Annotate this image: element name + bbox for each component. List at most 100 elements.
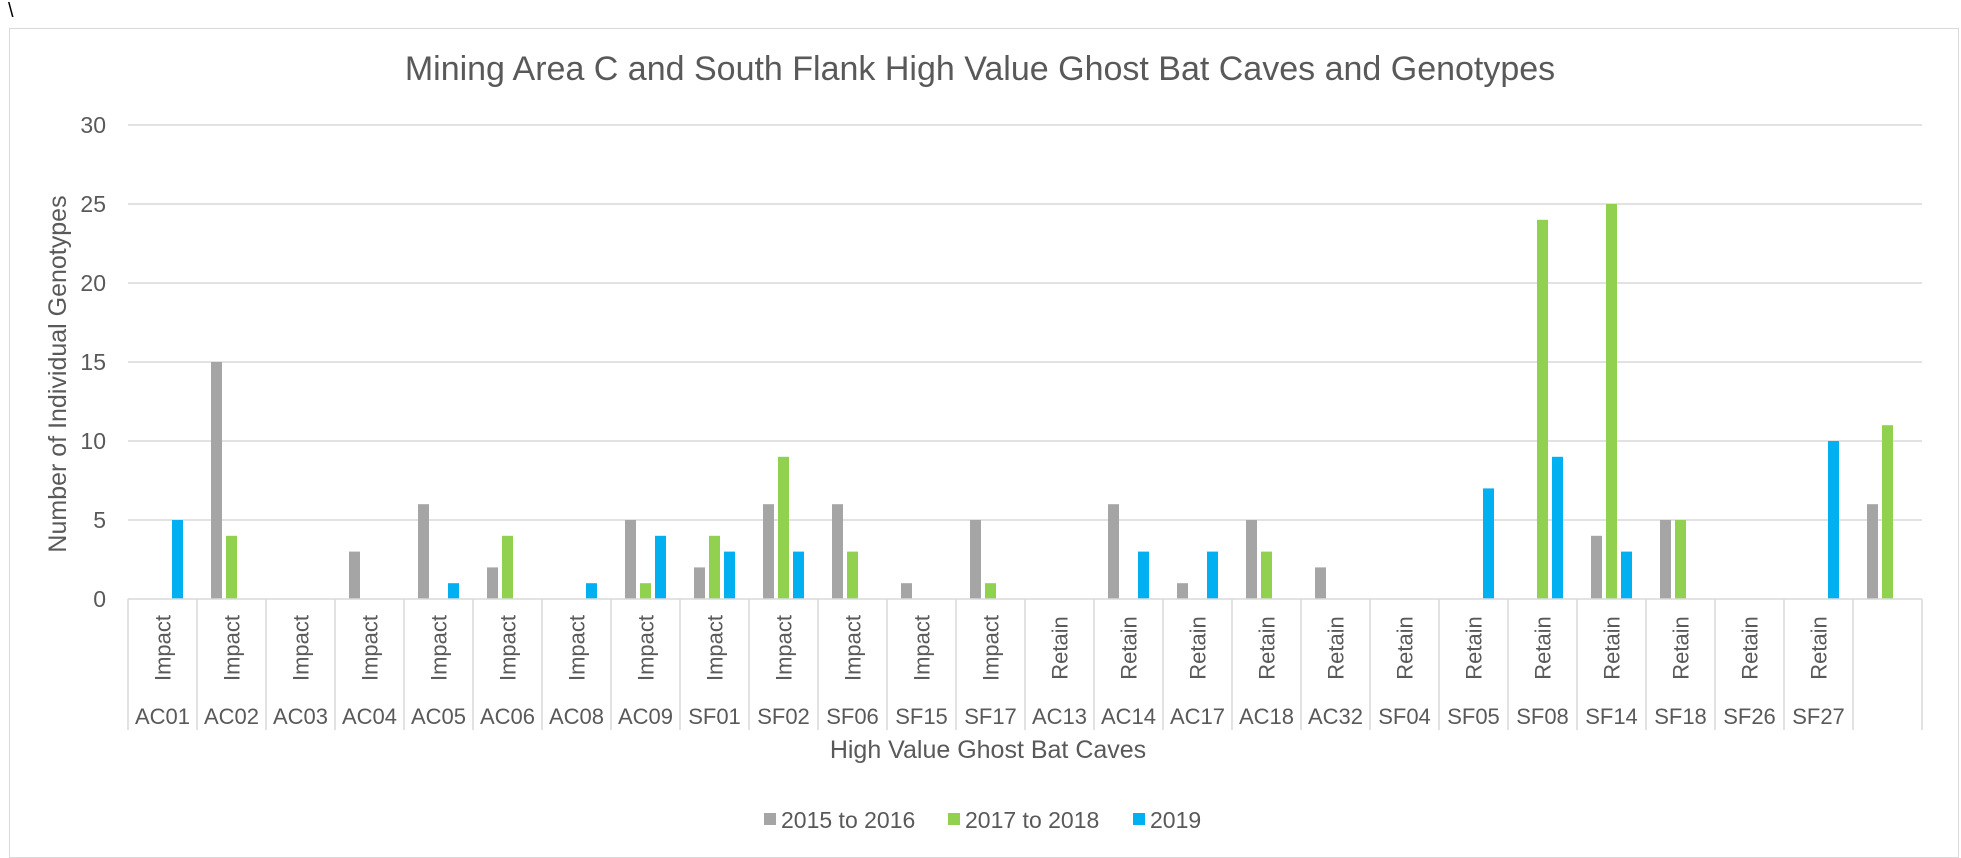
bar [1591, 535, 1602, 599]
group-label: Impact [289, 615, 314, 681]
y-tick-label: 10 [80, 428, 106, 454]
group-label: Impact [496, 615, 521, 681]
bar [211, 362, 222, 599]
group-label: Retain [1807, 616, 1832, 680]
bar [1552, 456, 1563, 599]
bar [1483, 488, 1494, 599]
group-label: Retain [1600, 616, 1625, 680]
gridlines [128, 124, 1922, 521]
group-label: Impact [151, 615, 176, 681]
bar [724, 551, 735, 599]
bar [487, 567, 498, 599]
bar [1108, 504, 1119, 599]
bar [709, 535, 720, 599]
group-label: Retain [1117, 616, 1142, 680]
bar [1207, 551, 1218, 599]
cave-label: SF18 [1654, 704, 1707, 729]
bar [640, 583, 651, 599]
bar [418, 504, 429, 599]
legend-label: 2019 [1150, 807, 1201, 833]
bar [1606, 204, 1617, 599]
bar [1246, 520, 1257, 599]
cave-label: SF14 [1585, 704, 1638, 729]
bar [1621, 551, 1632, 599]
group-label: Retain [1531, 616, 1556, 680]
group-label: Impact [358, 615, 383, 681]
stray-backslash-mark: \ [8, 0, 14, 22]
bar [226, 535, 237, 599]
cave-label: SF06 [826, 704, 879, 729]
group-label: Impact [841, 615, 866, 681]
legend-swatch [764, 813, 776, 825]
cave-label: AC17 [1170, 704, 1225, 729]
cave-label: AC02 [204, 704, 259, 729]
bar [1675, 520, 1686, 599]
group-label: Retain [1255, 616, 1280, 680]
bar [1315, 567, 1326, 599]
group-label: Impact [979, 615, 1004, 681]
legend: 2015 to 2016 2017 to 2018 2019 [764, 807, 1201, 833]
cave-label: AC05 [411, 704, 466, 729]
legend-swatch [948, 813, 960, 825]
legend-swatch [1133, 813, 1145, 825]
group-label: Impact [703, 615, 728, 681]
bar [847, 551, 858, 599]
cave-label: SF02 [757, 704, 810, 729]
group-label: Retain [1738, 616, 1763, 680]
group-label: Impact [427, 615, 452, 681]
group-label: Retain [1324, 616, 1349, 680]
bar [694, 567, 705, 599]
group-label: Retain [1669, 616, 1694, 680]
bar [1867, 504, 1878, 599]
y-tick-label: 5 [93, 507, 106, 533]
group-label: Retain [1186, 616, 1211, 680]
bar [172, 520, 183, 599]
legend-label: 2015 to 2016 [781, 807, 915, 833]
cave-label: SF05 [1447, 704, 1500, 729]
cave-label: SF08 [1516, 704, 1569, 729]
bar [502, 535, 513, 599]
bar [625, 520, 636, 599]
group-label: Retain [1462, 616, 1487, 680]
bar [1537, 219, 1548, 600]
cave-label: AC09 [618, 704, 673, 729]
cave-label: AC08 [549, 704, 604, 729]
cave-label: AC01 [135, 704, 190, 729]
y-tick-label: 0 [93, 586, 106, 612]
bar [1177, 583, 1188, 599]
cave-label: SF27 [1792, 704, 1845, 729]
cave-label: AC03 [273, 704, 328, 729]
bar [586, 583, 597, 599]
group-label: Retain [1048, 616, 1073, 680]
y-tick-label: 25 [80, 191, 106, 217]
cave-label: SF04 [1378, 704, 1431, 729]
bar [655, 535, 666, 599]
x-category-axis: Impact AC01 Impact AC02 Impact AC03 Impact AC04… [127, 598, 1923, 730]
legend-label: 2017 to 2018 [965, 807, 1099, 833]
cave-label: AC14 [1101, 704, 1156, 729]
bar [901, 583, 912, 599]
bar [349, 551, 360, 599]
bar [832, 504, 843, 599]
bar [793, 551, 804, 599]
y-tick-label: 20 [80, 270, 106, 296]
group-label: Retain [1393, 616, 1418, 680]
group-label: Impact [634, 615, 659, 681]
bar [1660, 520, 1671, 599]
cave-label: AC06 [480, 704, 535, 729]
bar [1138, 551, 1149, 599]
bar [778, 456, 789, 599]
bar [970, 520, 981, 599]
group-label: Impact [565, 615, 590, 681]
bar [1261, 551, 1272, 599]
x-axis-label: High Value Ghost Bat Caves [830, 736, 1146, 764]
group-label: Impact [772, 615, 797, 681]
cave-label: SF15 [895, 704, 948, 729]
cave-label: AC32 [1308, 704, 1363, 729]
y-tick-label: 30 [80, 112, 106, 138]
bar [448, 583, 459, 599]
cave-label: SF17 [964, 704, 1017, 729]
cave-label: AC04 [342, 704, 397, 729]
bar [763, 504, 774, 599]
